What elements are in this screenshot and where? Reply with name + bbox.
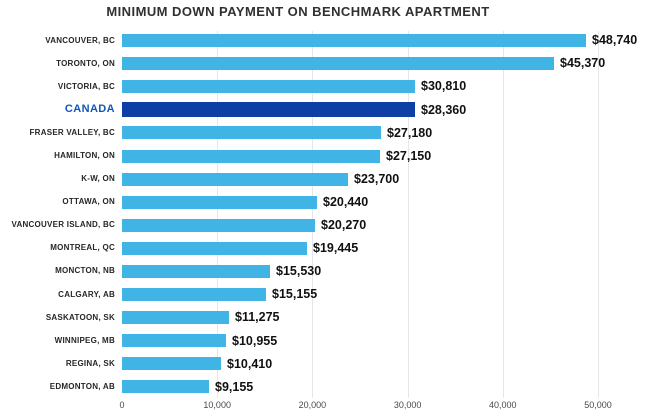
- value-label: $23,700: [354, 171, 400, 186]
- category-label: CALGARY, AB: [58, 289, 115, 299]
- category-label: MONCTON, NB: [55, 266, 115, 276]
- bar: [122, 195, 317, 209]
- bar: [122, 149, 380, 163]
- value-label: $15,155: [272, 287, 318, 302]
- category-label: FRASER VALLEY, BC: [29, 127, 115, 137]
- bar-row: EDMONTON, AB $9,155: [0, 375, 660, 398]
- bar: [122, 172, 348, 186]
- gridline: [598, 31, 599, 398]
- value-label: $20,270: [321, 218, 367, 233]
- category-label: MONTREAL, QC: [50, 243, 115, 253]
- bar: [122, 241, 307, 255]
- bar-row: CALGARY, AB $15,155: [0, 283, 660, 306]
- x-axis-tick-label: 10,000: [203, 400, 231, 410]
- plot-area: [122, 29, 659, 398]
- value-label: $48,740: [592, 33, 638, 48]
- bar-row: FRASER VALLEY, BC $27,180: [0, 121, 660, 144]
- x-axis-tick-label: 0: [119, 400, 125, 410]
- value-label: $45,370: [560, 56, 606, 71]
- bar: [122, 34, 586, 48]
- chart-title: MINIMUM DOWN PAYMENT ON BENCHMARK APARTM…: [106, 4, 490, 19]
- bar: [122, 380, 209, 394]
- bar-row: MONCTON, NB $15,530: [0, 260, 660, 283]
- category-label: HAMILTON, ON: [54, 151, 115, 161]
- category-label: REGINA, SK: [65, 358, 115, 368]
- bar-row: MONTREAL, QC $19,445: [0, 237, 660, 260]
- x-axis-tick-label: 20,000: [298, 400, 327, 410]
- gridline: [502, 31, 504, 398]
- value-label: $10,955: [232, 333, 278, 348]
- gridline: [312, 31, 314, 398]
- bar-row: OTTAWA, ON $20,440: [0, 191, 660, 214]
- bar-rows: VANCOUVER, BC $48,740 TORONTO, ON $45,37…: [0, 29, 660, 399]
- gridline: [407, 31, 409, 398]
- bar: [122, 102, 415, 118]
- category-label: CANADA: [64, 103, 115, 116]
- bar: [122, 80, 415, 94]
- bar-row: CANADA $28,360: [0, 98, 660, 121]
- bar-row: VANCOUVER, BC $48,740: [0, 29, 660, 52]
- x-axis-tick-label: 50,000: [584, 400, 612, 410]
- x-axis-tick-label: 40,000: [489, 400, 517, 410]
- category-label: VICTORIA, BC: [57, 81, 115, 91]
- x-axis-tick-label: 30,000: [393, 400, 422, 410]
- value-label: $19,445: [313, 241, 359, 256]
- bar-row: TORONTO, ON $45,370: [0, 52, 660, 75]
- bar-row: HAMILTON, ON $27,150: [0, 144, 660, 167]
- category-label: VANCOUVER ISLAND, BC: [11, 220, 115, 230]
- bar: [122, 288, 266, 302]
- value-label: $27,180: [387, 125, 433, 140]
- bar-row: SASKATOON, SK $11,275: [0, 306, 660, 329]
- category-label: SASKATOON, SK: [45, 312, 115, 322]
- category-label: TORONTO, ON: [56, 58, 115, 68]
- x-axis: 0 10,000 20,000 30,000 40,000 50,000: [119, 400, 659, 415]
- bar: [122, 57, 554, 71]
- bar-row: WINNIPEG, MB $10,955: [0, 329, 660, 352]
- category-label: WINNIPEG, MB: [54, 335, 115, 345]
- value-label: $15,530: [276, 264, 322, 279]
- bar-row: VICTORIA, BC $30,810: [0, 75, 660, 98]
- bar-row: K-W, ON $23,700: [0, 168, 660, 191]
- bar: [122, 264, 270, 278]
- bar: [122, 357, 221, 371]
- bar-row: REGINA, SK $10,410: [0, 352, 660, 375]
- category-label: EDMONTON, AB: [49, 381, 115, 391]
- value-label: $27,150: [386, 148, 432, 163]
- value-label: $10,410: [227, 356, 273, 371]
- bar-row: VANCOUVER ISLAND, BC $20,270: [0, 214, 660, 237]
- category-label: K-W, ON: [81, 174, 115, 184]
- value-label: $30,810: [421, 79, 467, 94]
- bar: [122, 126, 381, 140]
- value-label: $9,155: [215, 379, 254, 394]
- gridline: [217, 31, 219, 398]
- category-label: VANCOUVER, BC: [45, 35, 115, 45]
- value-label: $11,275: [235, 310, 280, 325]
- value-label: $28,360: [421, 102, 467, 117]
- category-label: OTTAWA, ON: [62, 197, 115, 207]
- value-label: $20,440: [323, 194, 369, 209]
- bar: [122, 218, 315, 232]
- bar: [122, 311, 229, 325]
- bar: [122, 334, 226, 348]
